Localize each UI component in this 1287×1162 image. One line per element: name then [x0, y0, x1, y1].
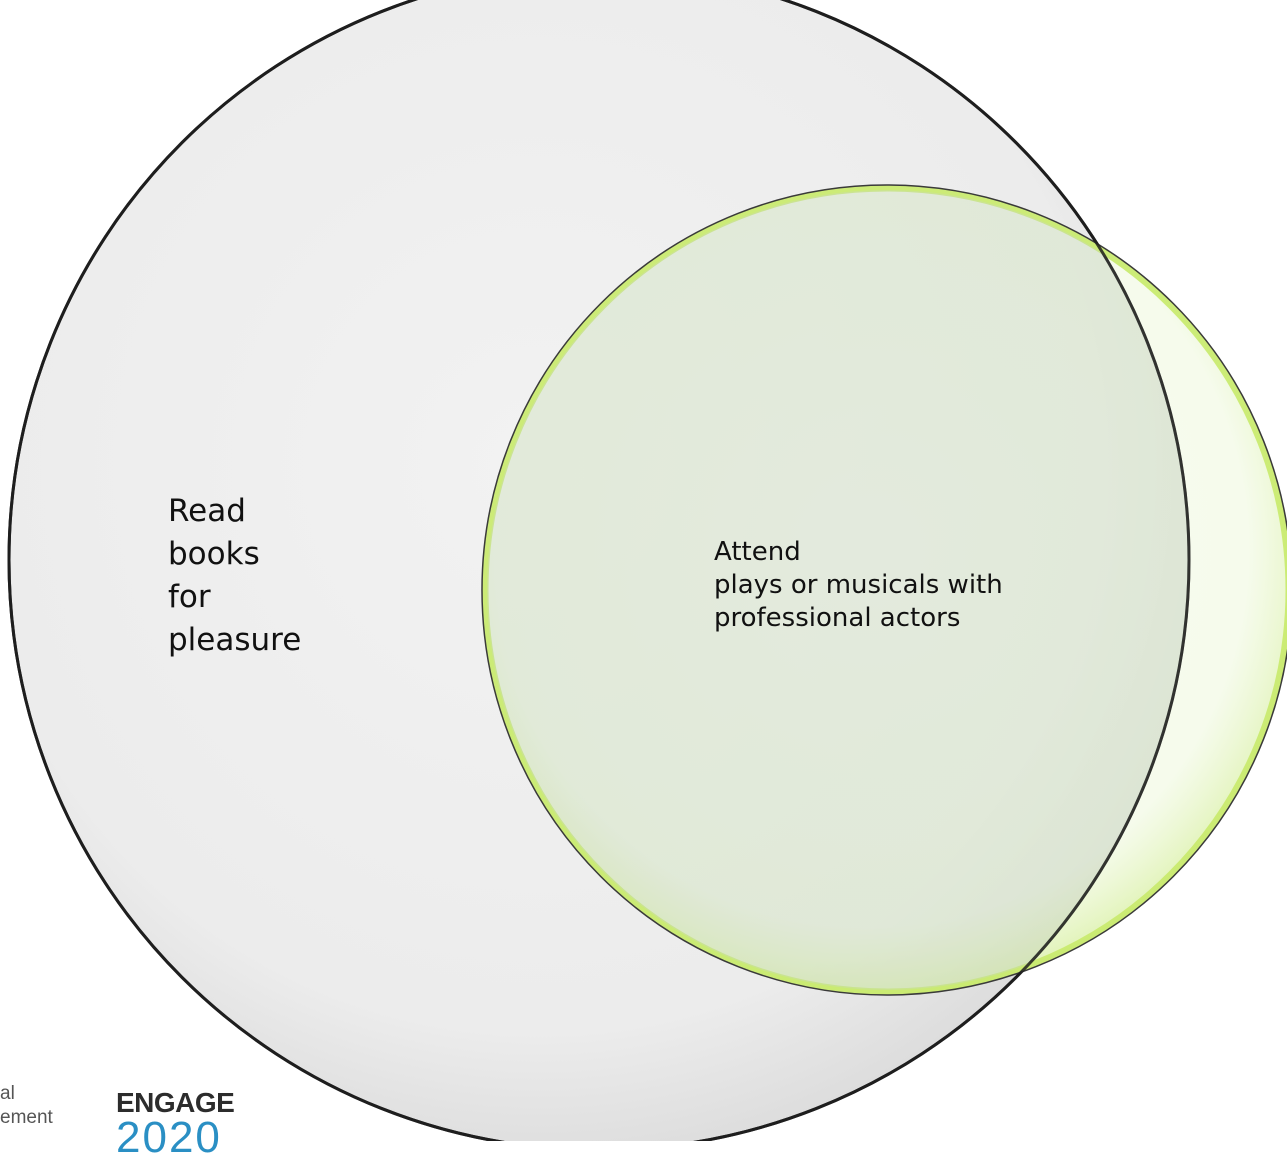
- set-attend-plays-rim: [481, 184, 1287, 996]
- set-read-books-label-line: books: [168, 536, 260, 572]
- set-attend-plays-label-line: professional actors: [714, 603, 961, 633]
- set-read-books-label-line: pleasure: [168, 622, 302, 658]
- partner-logo-line: ement: [0, 1107, 53, 1128]
- set-attend-plays-outline: [481, 184, 1287, 996]
- partner-logo-line: al: [0, 1083, 15, 1104]
- engage-logo-year: 2020: [116, 1113, 222, 1162]
- overlap-region: [487, 190, 1189, 990]
- set-read-books-label: Read books for pleasure: [168, 490, 301, 662]
- set-read-books-outline: [7, 0, 1191, 1141]
- set-attend-plays-label: Attend plays or musicals with profession…: [714, 536, 1003, 635]
- set-read-books-label-line: Read: [168, 493, 246, 529]
- set-read-books-label-line: for: [168, 579, 211, 615]
- partner-logo-text: al ement: [0, 1082, 53, 1130]
- set-attend-plays-circle: [483, 186, 1287, 994]
- engage-logo-word: ENGAGE: [116, 1087, 235, 1118]
- set-attend-plays-label-line: Attend: [714, 537, 801, 567]
- engage-2020-logo: ENGAGE 2020: [116, 1087, 235, 1162]
- set-attend-plays-label-line: plays or musicals with: [714, 570, 1003, 600]
